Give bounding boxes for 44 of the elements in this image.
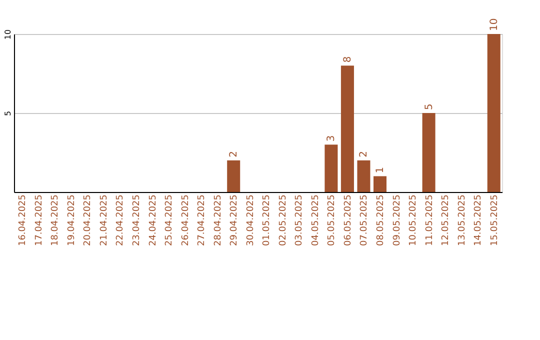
x-tick-label: 09.05.2025 xyxy=(392,194,402,246)
data-label: 8 xyxy=(342,56,354,63)
x-tick-label: 11.05.2025 xyxy=(424,194,435,246)
x-tick-label: 28.04.2025 xyxy=(213,194,224,246)
x-tick-label: 05.05.2025 xyxy=(327,194,338,246)
x-tick-label: 04.05.2025 xyxy=(310,194,321,246)
bar xyxy=(487,34,500,192)
x-tick-label: 07.05.2025 xyxy=(360,194,370,246)
bar xyxy=(340,66,354,192)
data-label: 10 xyxy=(488,18,500,31)
x-tick-label: 24.04.2025 xyxy=(148,194,158,246)
x-tick-label: 19.04.2025 xyxy=(66,194,77,246)
x-tick-label: 26.04.2025 xyxy=(180,194,191,246)
x-tick-label: 22.04.2025 xyxy=(116,194,126,246)
bar xyxy=(357,160,370,192)
data-label: 1 xyxy=(375,166,386,174)
x-tick-label: 21.04.2025 xyxy=(99,194,110,246)
x-tick-label: 27.04.2025 xyxy=(197,194,208,246)
x-tick-label: 17.04.2025 xyxy=(34,194,44,246)
x-tick-label: 13.05.2025 xyxy=(457,194,468,246)
bar xyxy=(227,160,240,192)
data-label: 2 xyxy=(358,151,370,158)
x-tick-label: 12.05.2025 xyxy=(441,194,452,246)
x-tick-label: 16.04.2025 xyxy=(18,194,28,246)
x-tick-label: 23.04.2025 xyxy=(132,194,142,246)
bar xyxy=(324,144,338,192)
x-tick-label: 01.05.2025 xyxy=(262,194,272,246)
x-tick-label: 29.04.2025 xyxy=(230,194,240,246)
x-tick-label: 02.05.2025 xyxy=(278,194,288,246)
x-tick-label: 18.04.2025 xyxy=(50,194,61,246)
data-label: 5 xyxy=(424,104,435,110)
x-tick-label: 25.04.2025 xyxy=(164,194,175,246)
x-tick-label: 03.05.2025 xyxy=(294,194,305,246)
x-tick-label: 14.05.2025 xyxy=(474,194,484,246)
x-tick-label: 10.05.2025 xyxy=(408,194,419,246)
bar xyxy=(373,176,387,192)
x-tick-label: 30.04.2025 xyxy=(246,194,256,246)
data-label: 2 xyxy=(228,151,240,158)
x-tick-label: 20.04.2025 xyxy=(83,194,94,246)
x-tick-label: 15.05.2025 xyxy=(490,194,500,246)
x-tick-label: 06.05.2025 xyxy=(343,194,354,246)
data-label: 3 xyxy=(326,135,338,142)
bar xyxy=(422,113,436,192)
x-tick-label: 08.05.2025 xyxy=(376,194,386,246)
